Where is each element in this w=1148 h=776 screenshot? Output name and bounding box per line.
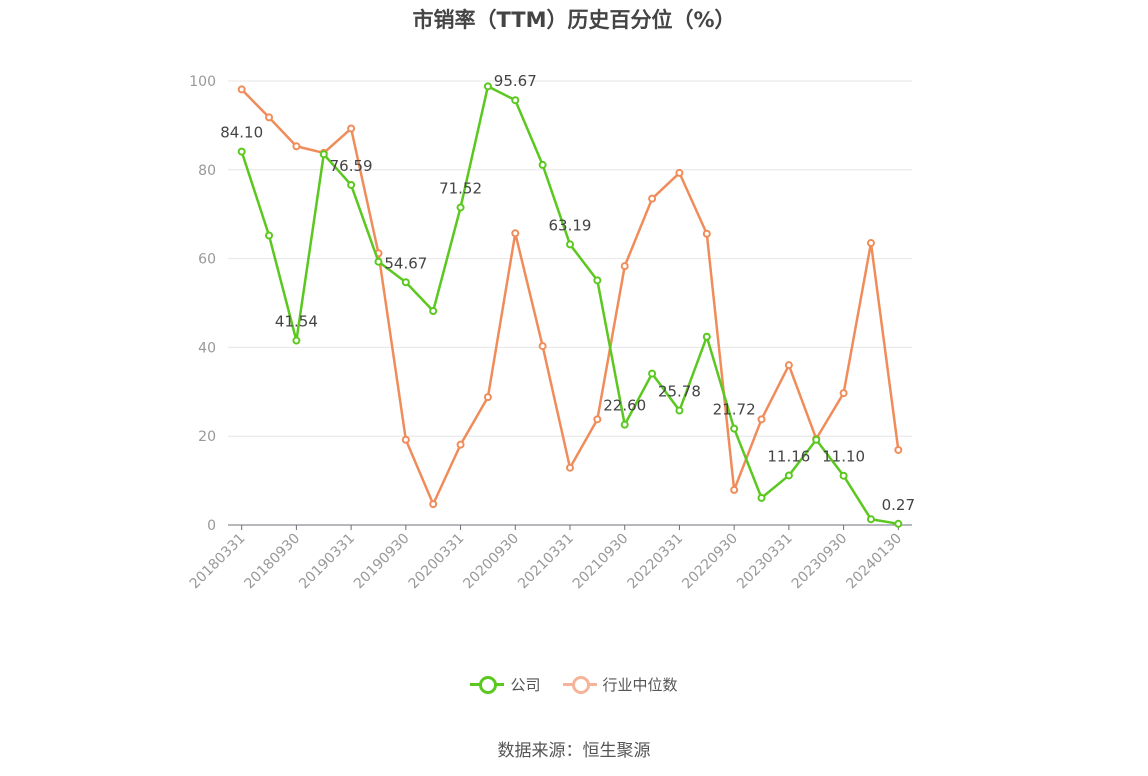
x-tick-label: 20190930 bbox=[351, 531, 413, 593]
chart-title: 市销率（TTM）历史百分位（%） bbox=[412, 8, 736, 32]
data-label: 11.16 bbox=[767, 447, 810, 465]
legend-company-label: 公司 bbox=[510, 675, 541, 694]
data-point-industry-median bbox=[538, 342, 547, 351]
data-point-industry-median bbox=[347, 124, 356, 133]
data-point-industry-median bbox=[401, 435, 410, 444]
data-point-industry-median bbox=[648, 194, 657, 203]
x-tick-label: 20230331 bbox=[734, 531, 796, 593]
data-label: 95.67 bbox=[494, 72, 537, 90]
data-point-company bbox=[237, 147, 246, 156]
x-tick-label: 20190331 bbox=[296, 531, 358, 593]
data-point-company bbox=[675, 406, 684, 415]
data-point-industry-median bbox=[483, 393, 492, 402]
y-tick-label: 60 bbox=[198, 252, 216, 268]
x-tick-label: 20210930 bbox=[570, 531, 632, 593]
data-point-industry-median bbox=[839, 389, 848, 398]
x-tick-label: 20180331 bbox=[187, 531, 249, 593]
x-tick-label: 20220331 bbox=[625, 531, 687, 593]
data-point-industry-median bbox=[429, 500, 438, 509]
data-point-industry-median bbox=[511, 229, 520, 238]
x-tick-label: 20180930 bbox=[242, 531, 304, 593]
data-label: 41.54 bbox=[275, 313, 318, 331]
data-point-company bbox=[730, 424, 739, 433]
data-label: 63.19 bbox=[549, 216, 592, 234]
data-label: 25.78 bbox=[658, 383, 701, 401]
data-point-company bbox=[784, 471, 793, 480]
data-point-industry-median bbox=[292, 142, 301, 151]
data-point-industry-median bbox=[620, 262, 629, 271]
y-tick-label: 40 bbox=[198, 340, 216, 356]
y-tick-label: 80 bbox=[198, 163, 216, 179]
data-label: 21.72 bbox=[713, 401, 756, 419]
data-point-industry-median bbox=[593, 415, 602, 424]
x-tick-label: 20240130 bbox=[843, 531, 905, 593]
legend-item-industry-median[interactable]: 行业中位数 bbox=[562, 672, 678, 696]
data-point-company bbox=[620, 420, 629, 429]
data-label: 71.52 bbox=[439, 179, 482, 197]
data-point-industry-median bbox=[702, 229, 711, 238]
x-tick-label: 20210331 bbox=[515, 531, 577, 593]
data-point-company bbox=[839, 471, 848, 480]
data-point-industry-median bbox=[730, 485, 739, 494]
data-label: 0.27 bbox=[882, 496, 915, 514]
data-point-company bbox=[648, 369, 657, 378]
data-point-company bbox=[265, 231, 274, 240]
legend-item-company[interactable]: 公司 bbox=[470, 672, 541, 696]
data-point-company bbox=[292, 336, 301, 345]
data-point-company bbox=[866, 515, 875, 524]
legend-company-marker bbox=[470, 672, 505, 696]
data-label: 11.10 bbox=[822, 448, 865, 466]
legend-industry-label: 行业中位数 bbox=[602, 675, 678, 694]
data-point-company bbox=[347, 180, 356, 189]
x-tick-label: 20230930 bbox=[789, 531, 851, 593]
x-tick-label: 20200930 bbox=[460, 531, 522, 593]
data-point-industry-median bbox=[456, 440, 465, 449]
data-point-company bbox=[374, 257, 383, 266]
data-point-industry-median bbox=[566, 463, 574, 472]
data-point-industry-median bbox=[784, 361, 793, 370]
legend: 公司 行业中位数 bbox=[0, 672, 1148, 696]
data-point-company bbox=[401, 278, 410, 287]
y-tick-label: 100 bbox=[189, 74, 216, 90]
data-point-company bbox=[429, 306, 438, 315]
data-source-note: 数据来源：恒生聚源 bbox=[497, 741, 651, 761]
x-tick-label: 20220930 bbox=[679, 531, 741, 593]
y-tick-label: 0 bbox=[207, 518, 216, 534]
y-tick-label: 20 bbox=[198, 429, 216, 445]
data-label: 84.10 bbox=[220, 124, 263, 142]
data-point-company bbox=[456, 203, 465, 212]
data-point-company bbox=[894, 519, 903, 528]
data-point-industry-median bbox=[237, 85, 246, 94]
data-label: 76.59 bbox=[330, 157, 373, 175]
data-point-industry-median bbox=[757, 415, 766, 424]
data-point-company bbox=[702, 332, 711, 341]
data-point-company bbox=[757, 493, 766, 502]
data-point-industry-median bbox=[894, 445, 903, 454]
data-point-industry-median bbox=[675, 168, 684, 177]
data-point-company bbox=[566, 240, 574, 249]
x-tick-label: 20200331 bbox=[406, 531, 468, 593]
data-label: 22.60 bbox=[603, 397, 646, 415]
legend-industry-marker bbox=[562, 672, 597, 696]
data-point-industry-median bbox=[866, 239, 875, 248]
data-point-industry-median bbox=[265, 113, 274, 122]
series-line-industry-median bbox=[240, 88, 900, 506]
data-label: 54.67 bbox=[384, 254, 427, 272]
data-point-company bbox=[483, 82, 492, 91]
data-point-company bbox=[812, 435, 821, 444]
data-point-company bbox=[511, 96, 520, 105]
data-point-company bbox=[319, 150, 328, 159]
data-point-company bbox=[593, 276, 602, 285]
data-point-company bbox=[538, 160, 547, 169]
